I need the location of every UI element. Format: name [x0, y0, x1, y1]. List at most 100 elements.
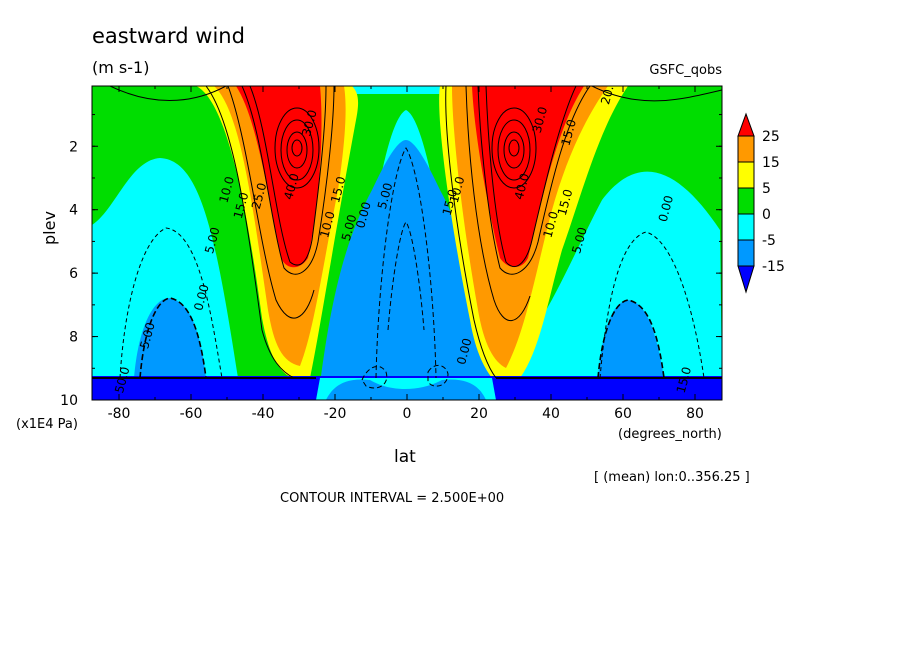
contour-line — [491, 107, 537, 189]
y-tick-label: 2 — [69, 139, 78, 155]
x-tick-label: 80 — [686, 406, 704, 422]
x-tick-label: -60 — [180, 406, 203, 422]
contour-label-layer: 40.0 40.025.015.010.05.000.005.0050.030.0… — [112, 86, 694, 395]
x-tick-label: -20 — [324, 406, 347, 422]
red-region-south-jet — [236, 86, 322, 268]
contour-line — [205, 86, 295, 379]
y-axis-label: plev — [40, 211, 59, 245]
contour-label: 15.0 — [328, 175, 348, 204]
colorbar-label: -5 — [762, 233, 776, 249]
contour-line — [597, 299, 665, 379]
contour-interval: CONTOUR INTERVAL = 2.500E+00 — [280, 491, 505, 506]
y-tick-label: 10 — [60, 393, 78, 409]
contour-line — [503, 131, 525, 169]
x-tick-label: 60 — [614, 406, 632, 422]
colorbar-label: 15 — [762, 155, 780, 171]
chart-title: eastward wind — [92, 24, 245, 48]
contour-label: 15.0 — [674, 365, 694, 394]
x-axis-label: lat — [394, 447, 416, 467]
contour-label: 40.0 — [281, 172, 301, 201]
contour-line — [139, 297, 207, 379]
contour-line — [291, 139, 303, 157]
red-region-north-jet — [472, 86, 584, 267]
colorbar-label: -15 — [762, 259, 785, 275]
x-tick-label: -80 — [108, 406, 131, 422]
contour-label: 0.00 — [454, 337, 474, 366]
colorbar-swatch-top — [737, 112, 755, 137]
contour-line — [286, 131, 308, 169]
contour-label: 0.00 — [191, 283, 211, 312]
contour-line — [508, 139, 520, 157]
colorbar-swatch — [737, 135, 755, 163]
contour-line — [477, 86, 591, 275]
contour-line — [599, 231, 705, 379]
contour-line — [274, 107, 320, 189]
averaging-note: [ (mean) lon:0..356.25 ] — [594, 470, 750, 485]
colorbar-swatch — [737, 187, 755, 215]
y-tick-label: 8 — [69, 330, 78, 346]
colorbar-label: 25 — [762, 129, 780, 145]
contour-label: 10.0 — [317, 210, 337, 239]
contour-line — [227, 86, 315, 319]
blue-region-north-high-lat — [598, 300, 664, 378]
blue-region-south-high-lat — [134, 298, 206, 378]
y-tick-label: 6 — [69, 266, 78, 282]
contour-label: 30.0 — [299, 108, 319, 137]
contour-line — [119, 227, 223, 379]
contour-label: 10.0 — [217, 175, 237, 204]
contour-line — [497, 119, 531, 181]
x-tick-label: 0 — [403, 406, 412, 422]
cyan-region-north-high-lat — [494, 171, 722, 378]
contour-line — [427, 365, 449, 387]
contour-line — [361, 365, 388, 389]
x-axis-units: (degrees_north) — [618, 427, 722, 442]
contour-label: 5.00 — [569, 226, 589, 255]
contour-label: 15.0 — [555, 188, 575, 217]
x-tick-label: 40 — [542, 406, 560, 422]
contour-label: 0.00 — [353, 200, 373, 229]
colorbar — [737, 112, 755, 294]
contour-line — [280, 119, 314, 181]
contour-line — [109, 86, 227, 101]
colorbar-swatch-bottom — [737, 265, 755, 294]
colorbar-swatch — [737, 161, 755, 189]
contour-label: 15.0 — [440, 188, 460, 217]
x-tick-label: 20 — [470, 406, 488, 422]
y-tick-label: 4 — [69, 203, 78, 219]
contour-label: 5.00 — [339, 213, 359, 242]
contour-line — [241, 86, 335, 275]
contour-line — [465, 86, 531, 322]
cyan-region-south-high-lat — [92, 158, 238, 378]
colorbar-swatch — [737, 239, 755, 267]
contour-label: 10.0 — [541, 210, 561, 239]
contour-lines — [92, 86, 722, 389]
y-axis-units: (x1E4 Pa) — [16, 417, 78, 432]
contour-label: 30.0 — [530, 105, 550, 134]
y-axis-ticks: 2 4 6 8 10 — [60, 114, 722, 409]
surface-band-tropics-blue — [326, 379, 486, 400]
contour-label: 15.0 — [231, 191, 251, 220]
colorbar-swatch — [737, 213, 755, 241]
colorbar-label: 5 — [762, 181, 771, 197]
blue-region-equator — [318, 140, 494, 400]
chart-units: (m s-1) — [92, 58, 150, 77]
contour-line — [387, 221, 425, 331]
contour-line — [375, 147, 437, 379]
contour-line — [249, 86, 327, 266]
contour-label: 5.00 — [137, 321, 157, 350]
contour-label: 15.0 — [559, 118, 579, 147]
contour-label: 25.0 — [249, 181, 269, 210]
x-tick-label: -40 — [252, 406, 275, 422]
x-axis-ticks: -80 -60 -40 -20 0 20 40 60 80 — [108, 86, 704, 422]
contour-line — [591, 86, 722, 102]
contour-label: 50.0 — [112, 365, 132, 394]
contour-label: 5.00 — [202, 226, 222, 255]
contour-label: 10.0 — [447, 175, 467, 204]
colorbar-label: 0 — [762, 207, 771, 223]
wind-field: 40.0 40.025.015.010.05.000.005.0050.030.0… — [92, 86, 722, 400]
contour-label: 40.0 — [512, 172, 532, 201]
dataset-label: GSFC_qobs — [649, 63, 722, 78]
contour-line — [485, 86, 577, 267]
contour-line — [445, 86, 497, 379]
